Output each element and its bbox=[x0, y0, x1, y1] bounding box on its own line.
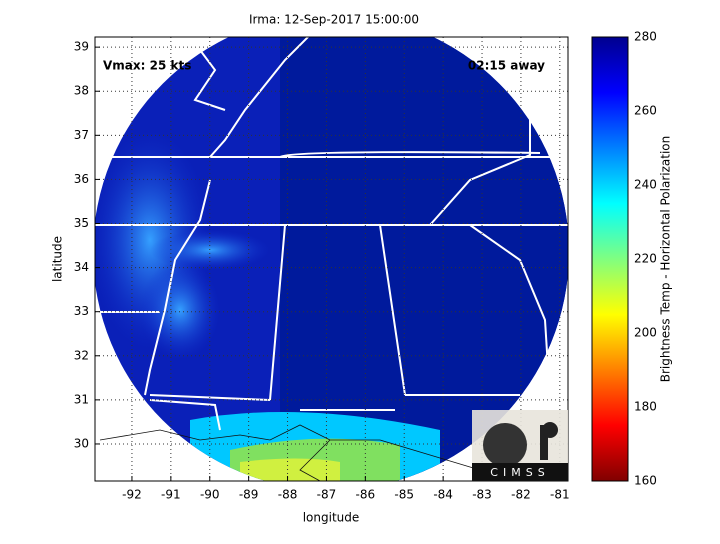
y-tick-label: 33 bbox=[74, 304, 89, 318]
y-axis-label: latitude bbox=[51, 236, 65, 282]
plot-frame bbox=[94, 36, 569, 482]
x-tick-label: -92 bbox=[122, 488, 142, 502]
annotation: Vmax: 25 kts bbox=[103, 59, 191, 73]
y-tick-label: 39 bbox=[74, 40, 89, 54]
x-tick-label: -83 bbox=[472, 488, 492, 502]
y-tick-label: 34 bbox=[74, 260, 89, 274]
x-tick-label: -88 bbox=[278, 488, 298, 502]
x-tick-label: -84 bbox=[433, 488, 453, 502]
annotation: 02:15 away bbox=[468, 59, 545, 73]
y-tick-label: 30 bbox=[74, 436, 89, 450]
x-tick-label: -90 bbox=[200, 488, 220, 502]
colorbar-tick-label: 240 bbox=[634, 178, 657, 192]
colorbar bbox=[591, 36, 629, 482]
colorbar-tick-label: 220 bbox=[634, 252, 657, 266]
x-tick-label: -87 bbox=[317, 488, 337, 502]
y-tick-label: 36 bbox=[74, 172, 89, 186]
x-tick-label: -89 bbox=[239, 488, 259, 502]
x-tick-label: -91 bbox=[161, 488, 181, 502]
colorbar-tick-label: 180 bbox=[634, 400, 657, 414]
y-tick-label: 37 bbox=[74, 128, 89, 142]
colorbar-tick-label: 260 bbox=[634, 104, 657, 118]
y-tick-label: 38 bbox=[74, 84, 89, 98]
colorbar-tick-label: 280 bbox=[634, 30, 657, 44]
chart-title: Irma: 12-Sep-2017 15:00:00 bbox=[249, 13, 419, 27]
field bbox=[95, 37, 568, 481]
logo-text: CIMSS bbox=[490, 466, 549, 479]
x-tick-label: -85 bbox=[394, 488, 414, 502]
colorbar-tick-label: 160 bbox=[634, 474, 657, 488]
y-tick-label: 35 bbox=[74, 216, 89, 230]
colorbar-label: Brightness Temp - Horizontal Polarizatio… bbox=[659, 136, 673, 383]
x-tick-label: -86 bbox=[356, 488, 376, 502]
x-tick-label: -82 bbox=[511, 488, 531, 502]
y-tick-label: 32 bbox=[74, 348, 89, 362]
x-axis-label: longitude bbox=[303, 511, 360, 525]
logo: CIMSS bbox=[472, 410, 568, 481]
y-tick-label: 31 bbox=[74, 392, 89, 406]
x-tick-label: -81 bbox=[550, 488, 570, 502]
colorbar-tick-label: 200 bbox=[634, 326, 657, 340]
